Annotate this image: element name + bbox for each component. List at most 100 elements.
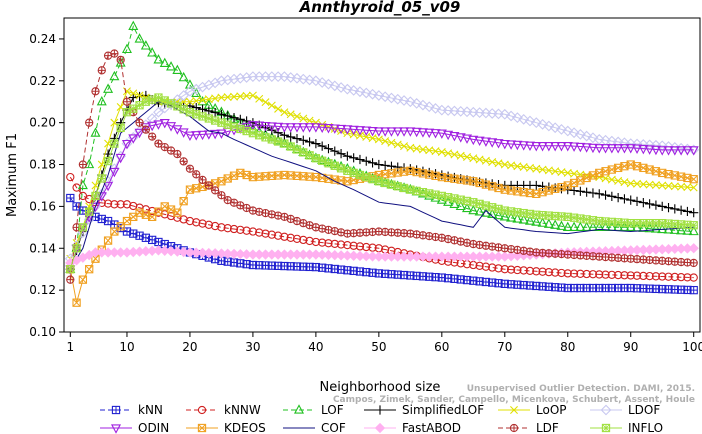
point-simplifiedlof [569,185,579,196]
legend-marker-knnw [197,405,207,415]
point-loop [236,92,245,101]
point-ldof [587,132,599,144]
x-tick-label: 80 [560,340,575,354]
point-lof [96,95,107,106]
point-odin [537,142,548,152]
point-inflo [588,216,598,225]
point-odin [461,134,473,144]
point-loop [248,91,257,100]
chart-title: Annthyroid_05_v09 [299,0,461,16]
point-ldof [203,79,215,91]
point-odin [115,153,126,164]
legend-label-loop: LoOP [536,403,567,417]
x-tick-label: 90 [623,340,638,354]
point-knnw [229,224,239,234]
point-ldof [354,86,366,98]
point-ldof [341,83,353,95]
point-loop [633,179,642,188]
point-odin [134,128,145,139]
point-simplifiedlof [286,132,296,142]
point-loop [217,93,226,102]
point-simplifiedlof [531,180,541,191]
point-odin [191,131,202,141]
x-tick-label: 10 [119,340,134,354]
point-knn [141,233,151,242]
point-ldf [255,207,264,216]
point-simplifiedlof [626,195,636,205]
point-kdeos [689,175,698,184]
legend-label-inflo: INFLO [628,421,663,434]
point-ldof [562,125,574,137]
point-knnw [588,270,598,279]
point-odin [210,129,221,140]
point-loop [488,158,497,167]
point-simplifiedlof [204,106,214,116]
axes: 1 10 20 30 40 50 60 70 80 90 100 0.10 0.12 0.14 0.16 0.… [29,32,702,354]
point-inflo [66,265,75,274]
x-tick-label: 50 [371,340,386,354]
point-ldof [360,87,372,99]
point-odin [121,139,132,150]
point-ldof [335,82,347,93]
point-ldf [185,164,195,173]
point-ldof [367,88,378,100]
point-ldof [512,112,523,124]
point-odin [644,145,655,155]
point-lof [147,47,158,57]
point-odin [493,139,504,149]
point-odin [279,123,290,133]
point-ldof [316,77,328,88]
point-inflo [72,244,81,253]
x-tick-label: 1 [66,340,74,354]
point-inflo [462,196,472,206]
legend-marker-odin [110,424,122,434]
point-ldof [209,77,221,89]
point-inflo [525,209,535,219]
point-lof [506,212,517,222]
point-lof [90,127,101,137]
point-loop [677,182,686,191]
point-lof [543,218,554,228]
point-ldof [197,81,208,93]
y-tick-label: 0.16 [29,199,56,213]
point-simplifiedlof [317,141,327,151]
point-inflo [110,139,119,148]
point-knn [689,285,698,295]
point-simplifiedlof [632,196,642,206]
point-lof [575,221,586,231]
point-loop [658,181,667,190]
point-odin [266,122,277,132]
legend: kNN kNNW LOF SimplifiedLOF LoOP LDOF ODIN KDEOS… [100,403,663,434]
point-ldf [148,132,157,141]
point-odin [594,144,605,154]
point-simplifiedlof [613,193,623,203]
point-odin [575,142,586,153]
point-loop [614,176,623,185]
point-lof [682,225,693,235]
point-loop [450,150,459,159]
point-ldf [135,118,144,127]
point-loop [437,147,446,156]
point-simplifiedlof [594,189,604,199]
point-inflo [450,194,459,203]
point-ldf [166,146,176,155]
point-knnw [223,224,232,233]
point-ldf [154,139,163,148]
point-knnw [330,239,339,249]
point-knnw [488,263,497,272]
point-ldof [524,115,536,127]
point-simplifiedlof [657,201,667,211]
point-simplifiedlof [689,208,699,218]
point-loop [481,156,490,165]
point-inflo [576,214,585,223]
point-odin [216,129,227,139]
point-odin [600,144,611,154]
point-inflo [500,206,509,215]
point-odin [336,124,347,135]
point-ldof [612,136,624,148]
point-ldf [160,142,169,152]
point-odin [109,167,120,178]
point-simplifiedlof [361,156,371,166]
point-ldf [204,181,213,190]
